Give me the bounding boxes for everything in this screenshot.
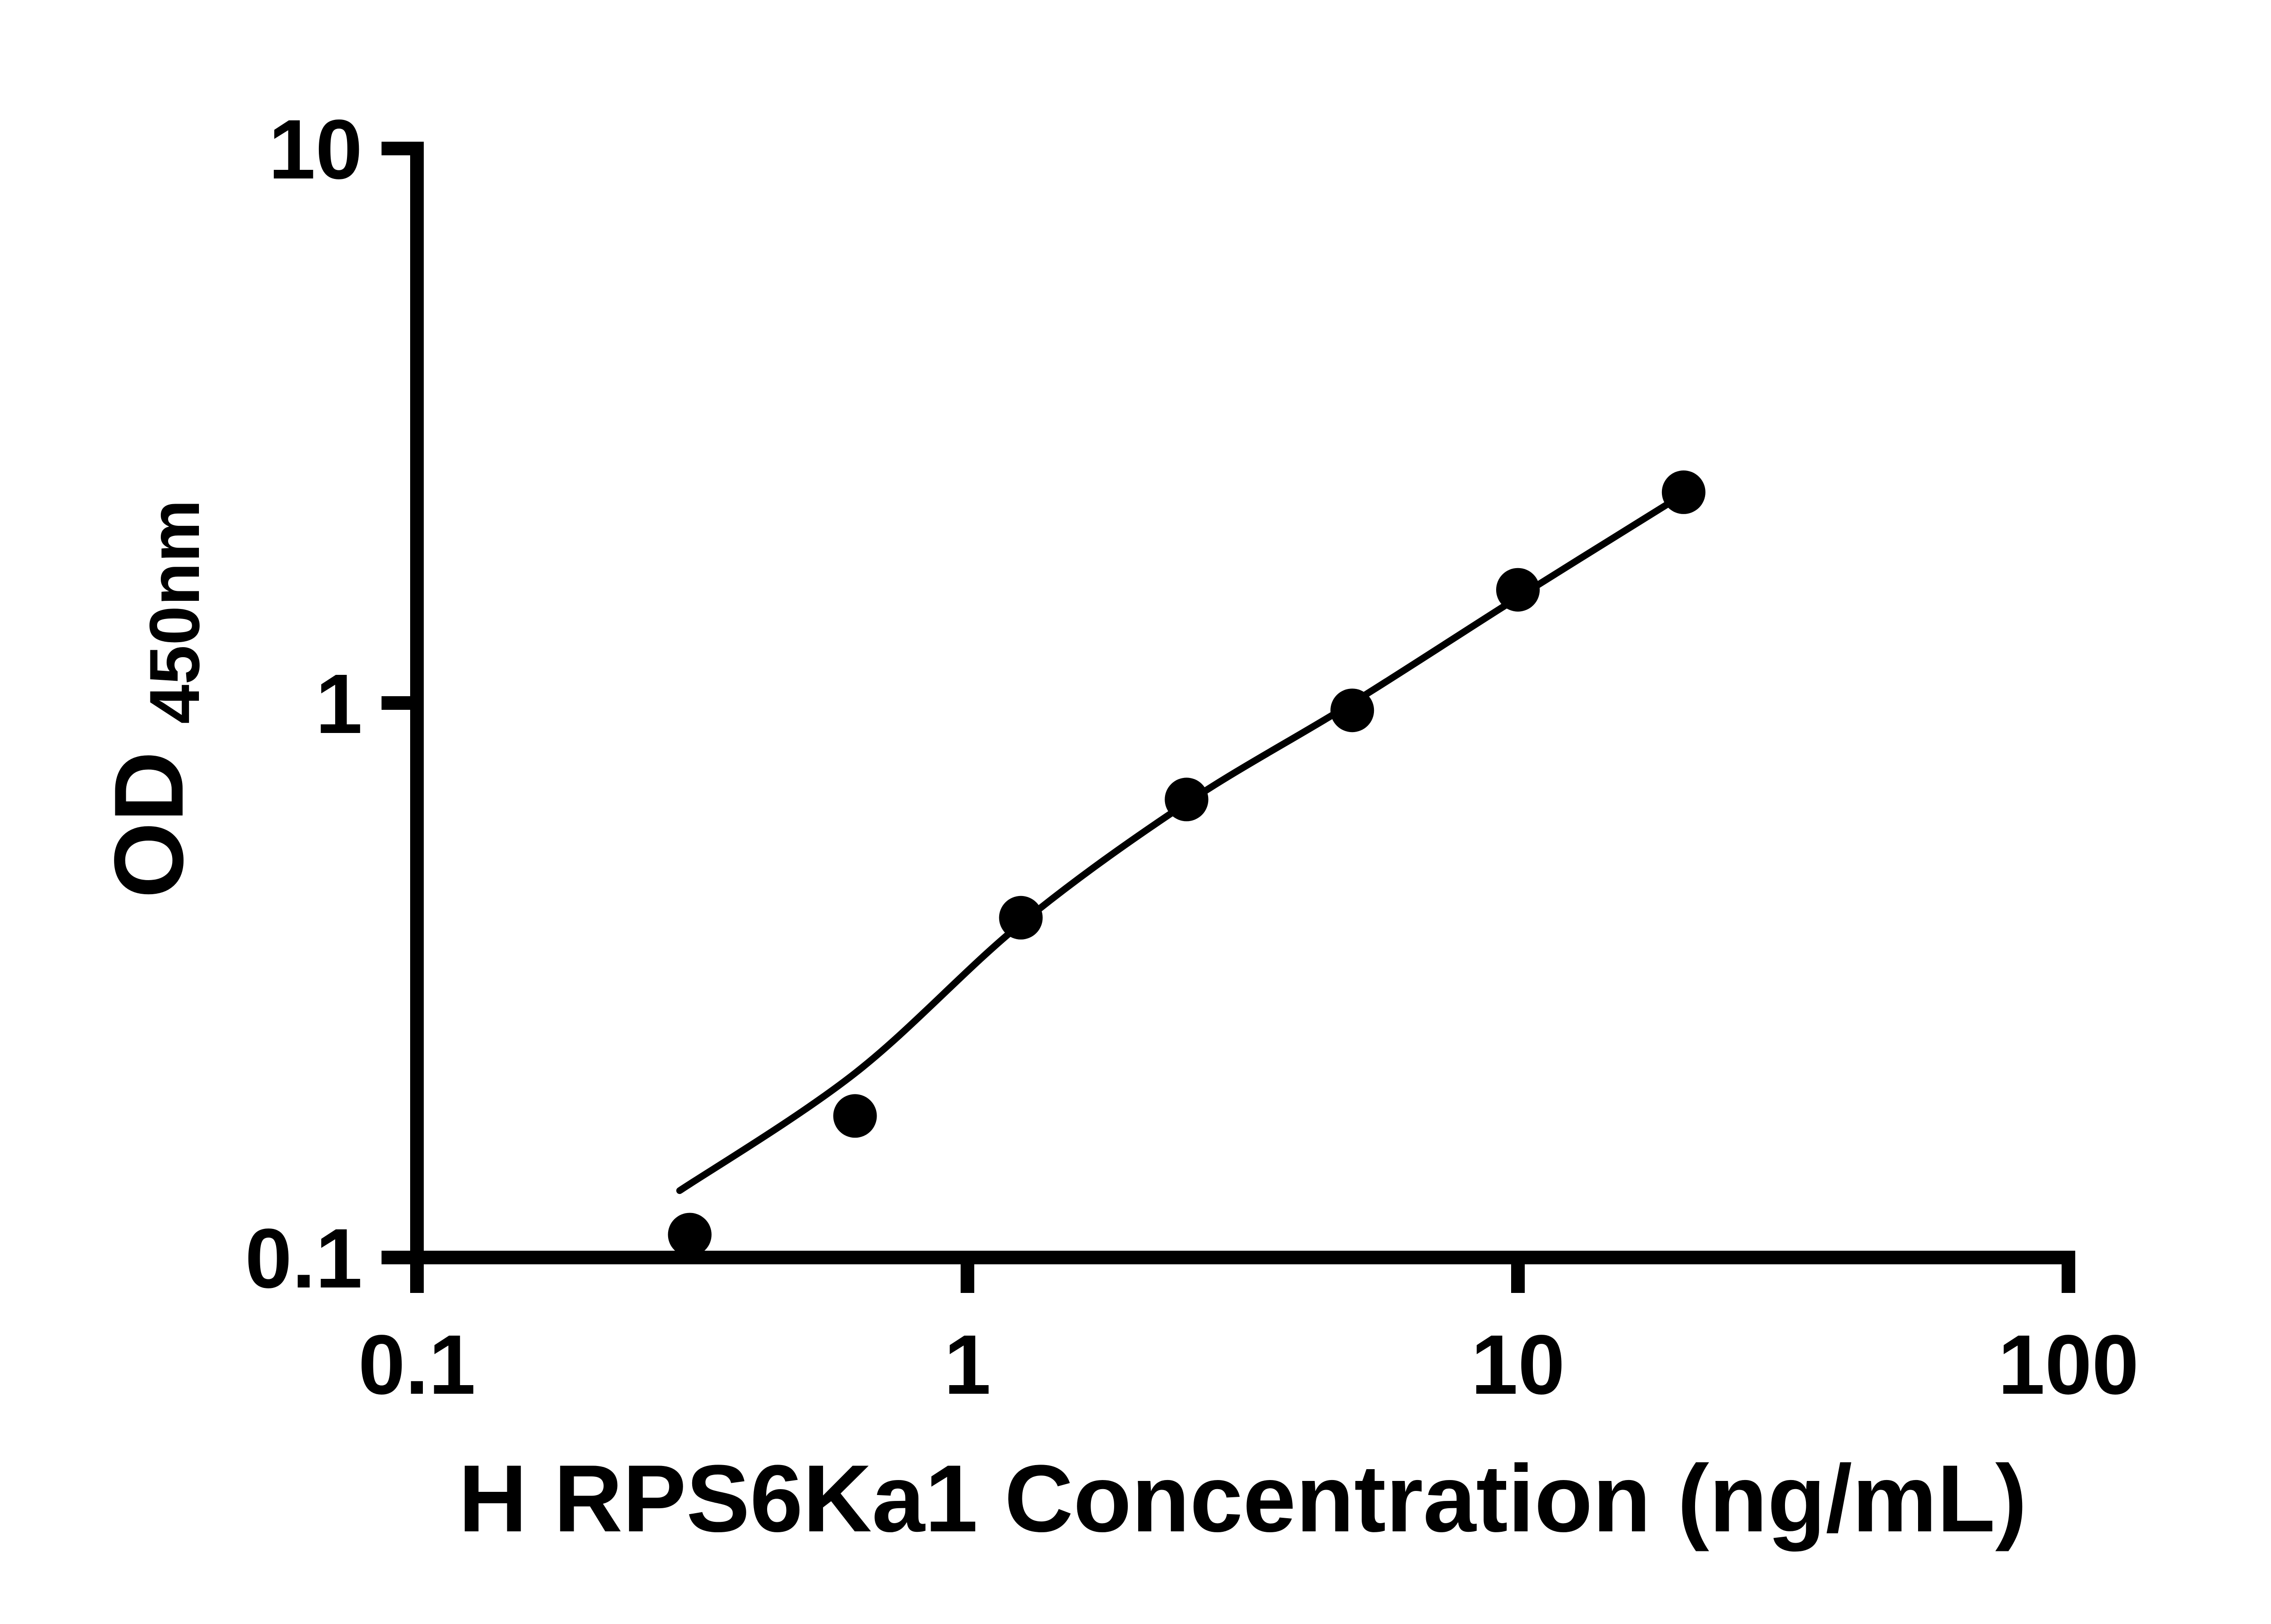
y-axis-ticks: 0.1 1 10 (245, 103, 417, 1306)
x-tick-label: 0.1 (358, 1318, 476, 1412)
x-tick-label: 1 (944, 1318, 991, 1412)
y-tick-label: 1 (316, 657, 362, 751)
data-point (668, 1213, 712, 1257)
data-point (1661, 470, 1706, 514)
data-point (1496, 568, 1540, 612)
data-point (1330, 688, 1374, 733)
axis-spine (410, 142, 2075, 1264)
axes (410, 142, 2075, 1264)
x-tick-label: 10 (1471, 1318, 1565, 1412)
x-axis-title: H RPS6Ka1 Concentration (ng/mL) (458, 1445, 2027, 1552)
y-axis-title: OD 450nm (94, 500, 214, 898)
data-points-group (668, 470, 1706, 1257)
x-tick-label: 100 (1998, 1318, 2139, 1412)
y-axis-title-main: OD (94, 751, 203, 898)
y-tick-label: 0.1 (245, 1212, 362, 1306)
y-axis-title-subscript: 450nm (135, 500, 214, 724)
data-point (1165, 777, 1209, 822)
data-point (833, 1094, 877, 1138)
x-axis-ticks: 0.1 1 10 100 (358, 1258, 2139, 1412)
y-tick-label: 10 (268, 103, 362, 197)
data-point (999, 896, 1043, 940)
